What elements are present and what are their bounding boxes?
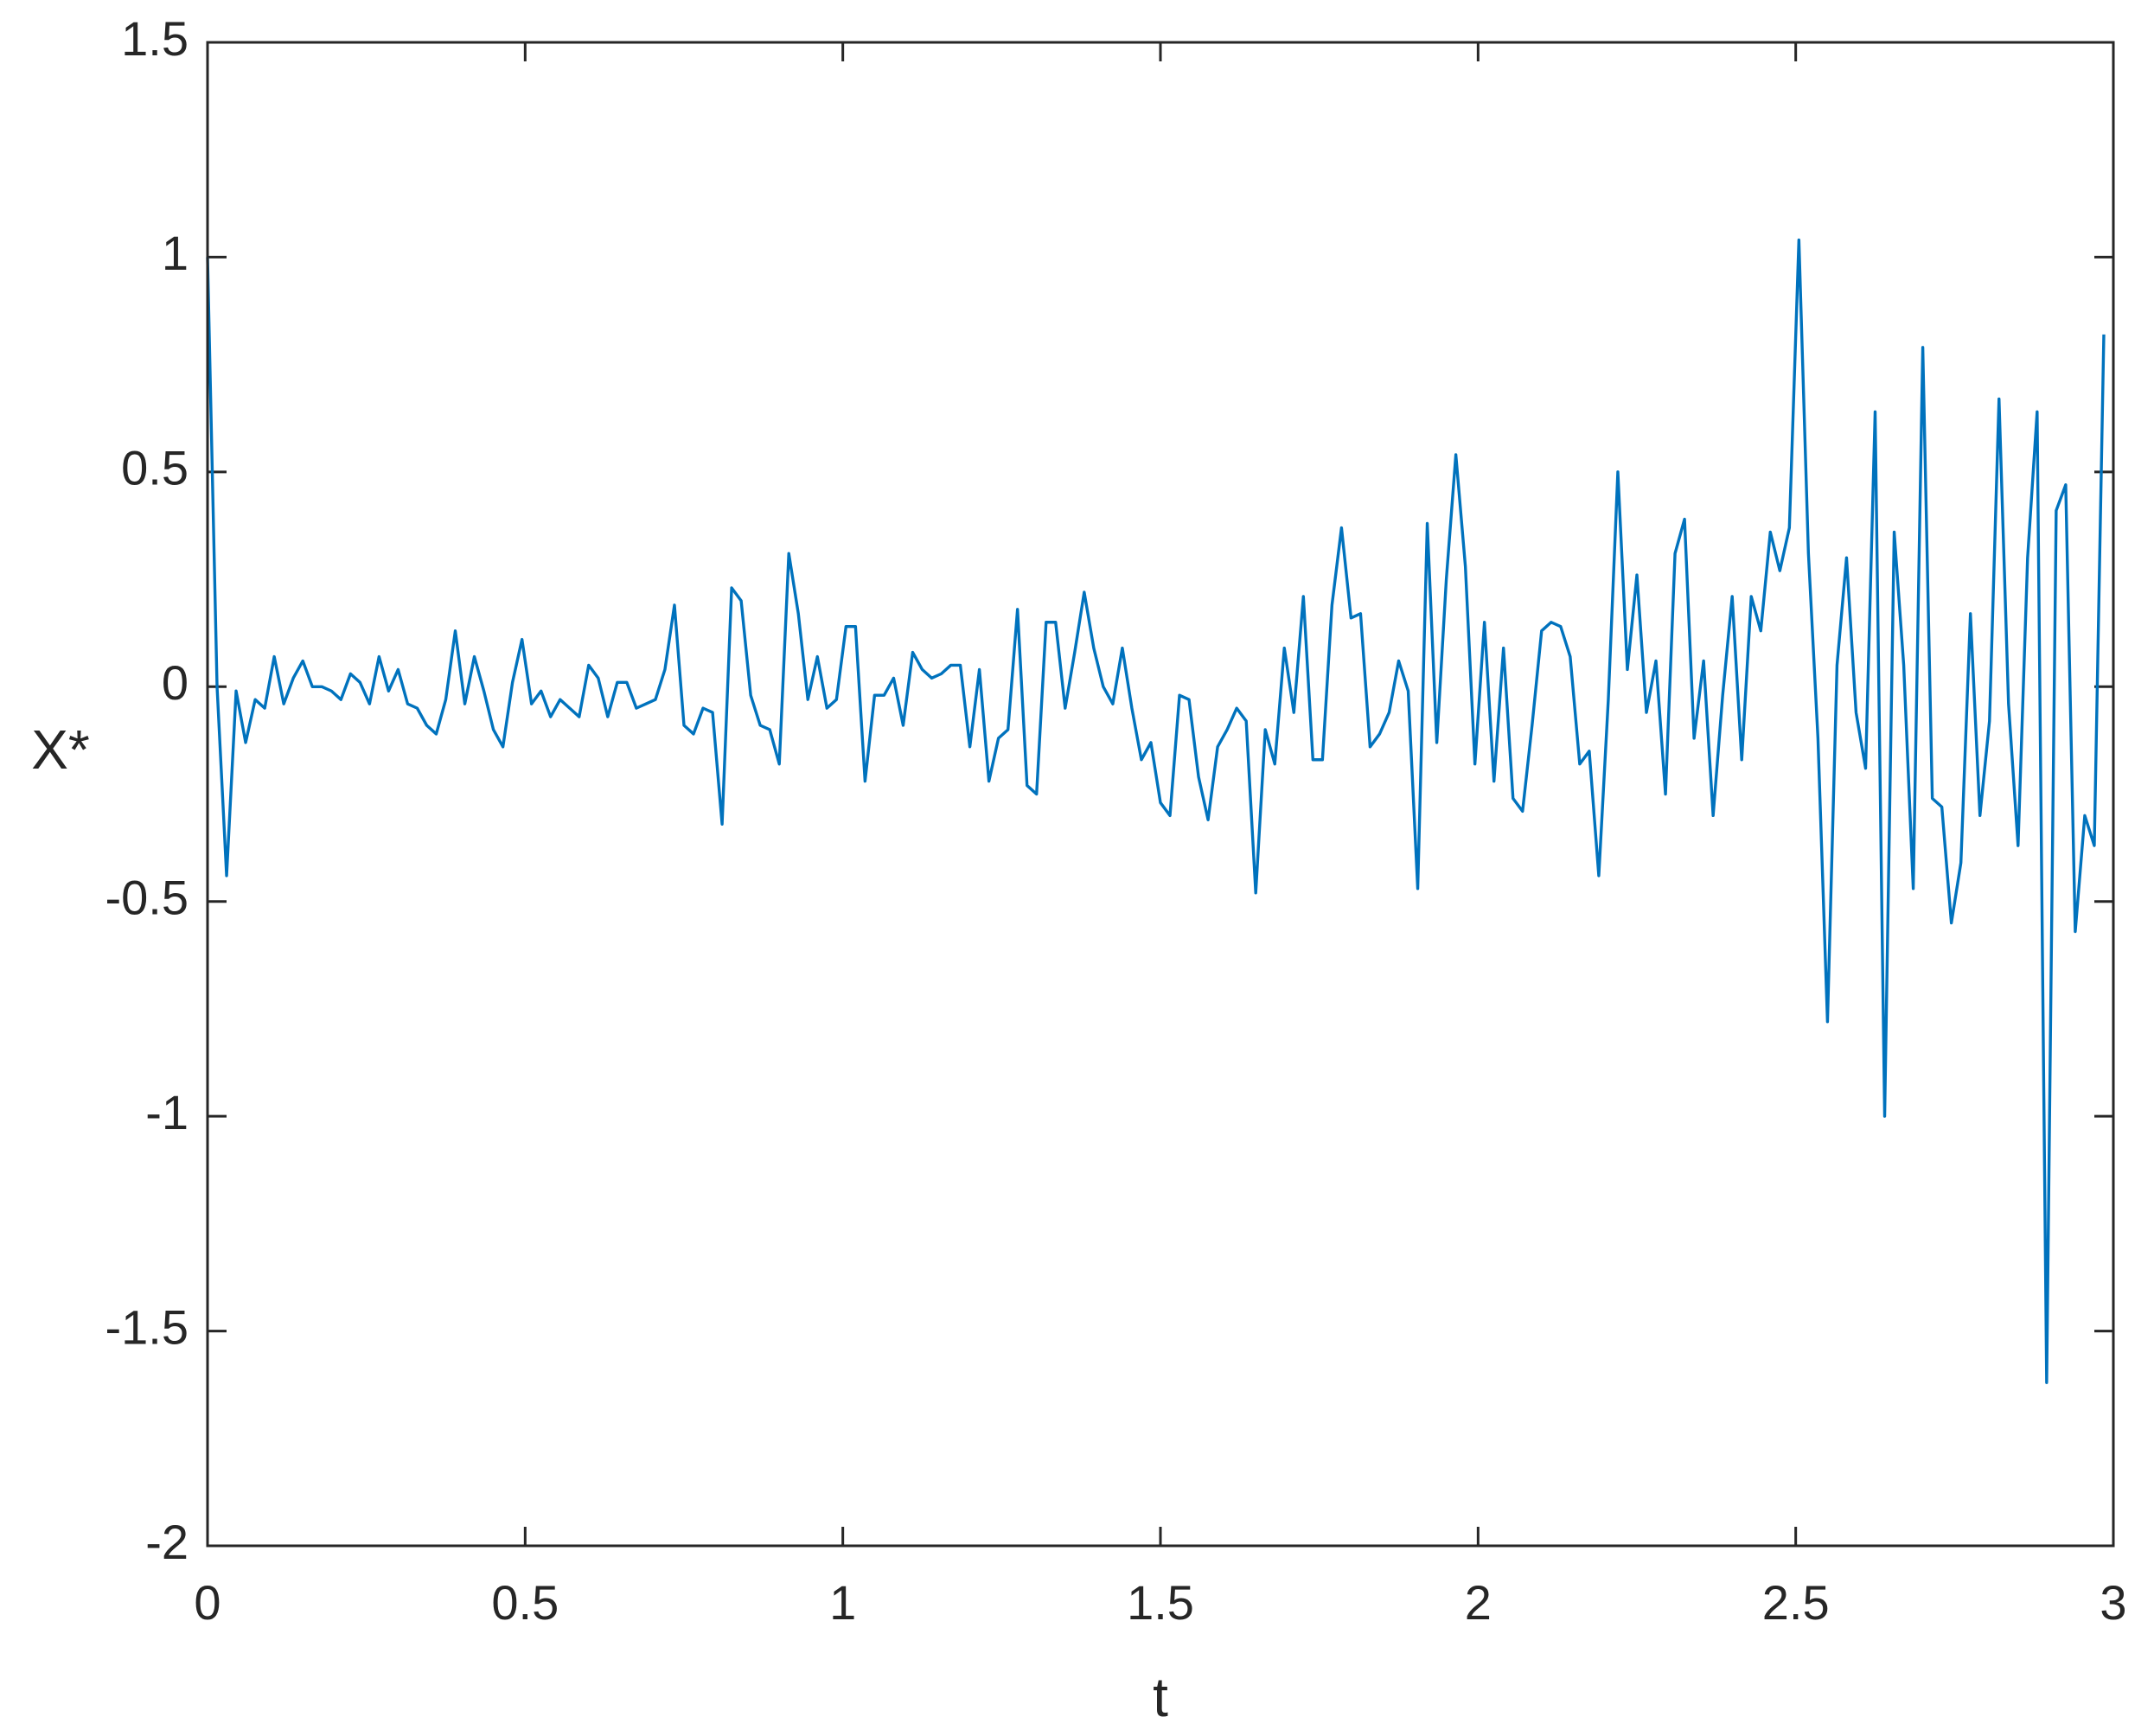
y-tick-label: -0.5	[105, 871, 189, 925]
x-tick-label: 1.5	[1127, 1575, 1194, 1630]
y-tick-label: 1.5	[121, 11, 189, 66]
axes-box	[206, 41, 2115, 1548]
x-tick-label: 2.5	[1762, 1575, 1830, 1630]
y-tick-label: -1	[145, 1085, 189, 1139]
y-tick-label: -2	[145, 1515, 189, 1569]
y-axis-title: X*	[31, 718, 90, 781]
x-tick-label: 0	[194, 1575, 221, 1630]
x-tick-label: 0.5	[491, 1575, 559, 1630]
y-tick-label: 1	[162, 226, 189, 280]
data-line	[206, 238, 2106, 1384]
x-tick-label: 2	[1465, 1575, 1492, 1630]
y-tick-label: 0	[162, 655, 189, 710]
x-tick-label: 1	[829, 1575, 856, 1630]
y-tick-label: -1.5	[105, 1299, 189, 1354]
y-tick-label: 0.5	[121, 441, 189, 495]
x-axis-title: t	[1153, 1666, 1168, 1728]
x-tick-label: 3	[2100, 1575, 2126, 1630]
